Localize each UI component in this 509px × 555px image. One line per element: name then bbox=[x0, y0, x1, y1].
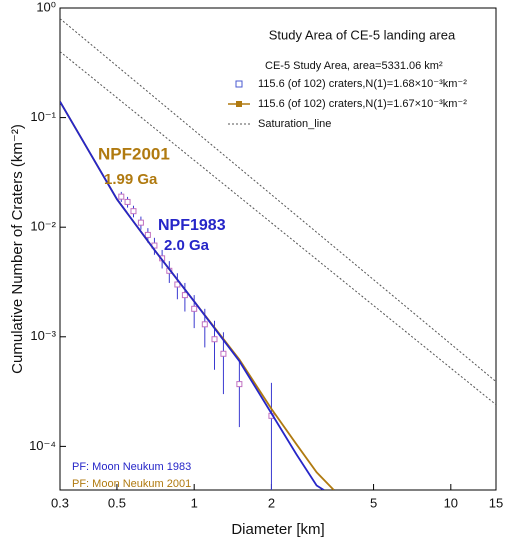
x-tick-label: 0.3 bbox=[51, 495, 69, 510]
data-point bbox=[130, 208, 137, 215]
legend-marker bbox=[235, 80, 243, 88]
legend-marker bbox=[236, 101, 242, 107]
x-tick-label: 15 bbox=[489, 495, 503, 510]
data-point bbox=[220, 350, 227, 357]
x-tick-label: 0.5 bbox=[108, 495, 126, 510]
annotation: NPF2001 bbox=[98, 144, 170, 163]
data-point bbox=[211, 336, 218, 343]
legend-title: CE-5 Study Area, area=5331.06 km² bbox=[265, 60, 443, 72]
data-point bbox=[201, 321, 208, 328]
annotation: PF: Moon Neukum 2001 bbox=[72, 478, 191, 490]
y-tick-label: 10⁰ bbox=[36, 0, 56, 14]
data-point bbox=[181, 292, 188, 299]
legend-label: 115.6 (of 102) craters,N(1)=1.68×10⁻³km⁻… bbox=[258, 78, 467, 90]
data-point bbox=[236, 381, 243, 388]
x-tick-label: 2 bbox=[268, 495, 275, 510]
x-axis-label: Diameter [km] bbox=[231, 521, 324, 538]
curve bbox=[60, 101, 325, 490]
annotation: PF: Moon Neukum 1983 bbox=[72, 461, 191, 473]
annotation: 1.99 Ga bbox=[104, 171, 158, 188]
x-tick-label: 10 bbox=[444, 495, 458, 510]
y-tick-label: 10⁻³ bbox=[30, 328, 56, 343]
annotation: 2.0 Ga bbox=[164, 237, 210, 254]
x-tick-label: 5 bbox=[370, 495, 377, 510]
curve bbox=[60, 51, 496, 406]
y-axis-label: Cumulative Number of Craters (km⁻²) bbox=[9, 124, 26, 374]
legend-label: 115.6 (of 102) craters,N(1)=1.67×10⁻³km⁻… bbox=[258, 98, 467, 110]
chart-title: Study Area of CE-5 landing area bbox=[269, 27, 456, 42]
data-point bbox=[124, 198, 131, 205]
x-tick-label: 1 bbox=[191, 495, 198, 510]
plot-frame bbox=[59, 7, 497, 491]
y-tick-label: 10⁻⁴ bbox=[29, 438, 56, 453]
data-point bbox=[144, 231, 151, 238]
annotation: NPF1983 bbox=[158, 217, 226, 234]
y-tick-label: 10⁻¹ bbox=[30, 109, 56, 124]
data-point bbox=[174, 281, 181, 288]
data-point bbox=[118, 193, 125, 200]
data-point bbox=[137, 219, 144, 226]
legend-label: Saturation_line bbox=[258, 118, 331, 130]
y-tick-label: 10⁻² bbox=[30, 219, 56, 234]
data-point bbox=[191, 305, 198, 312]
curve bbox=[60, 18, 496, 382]
